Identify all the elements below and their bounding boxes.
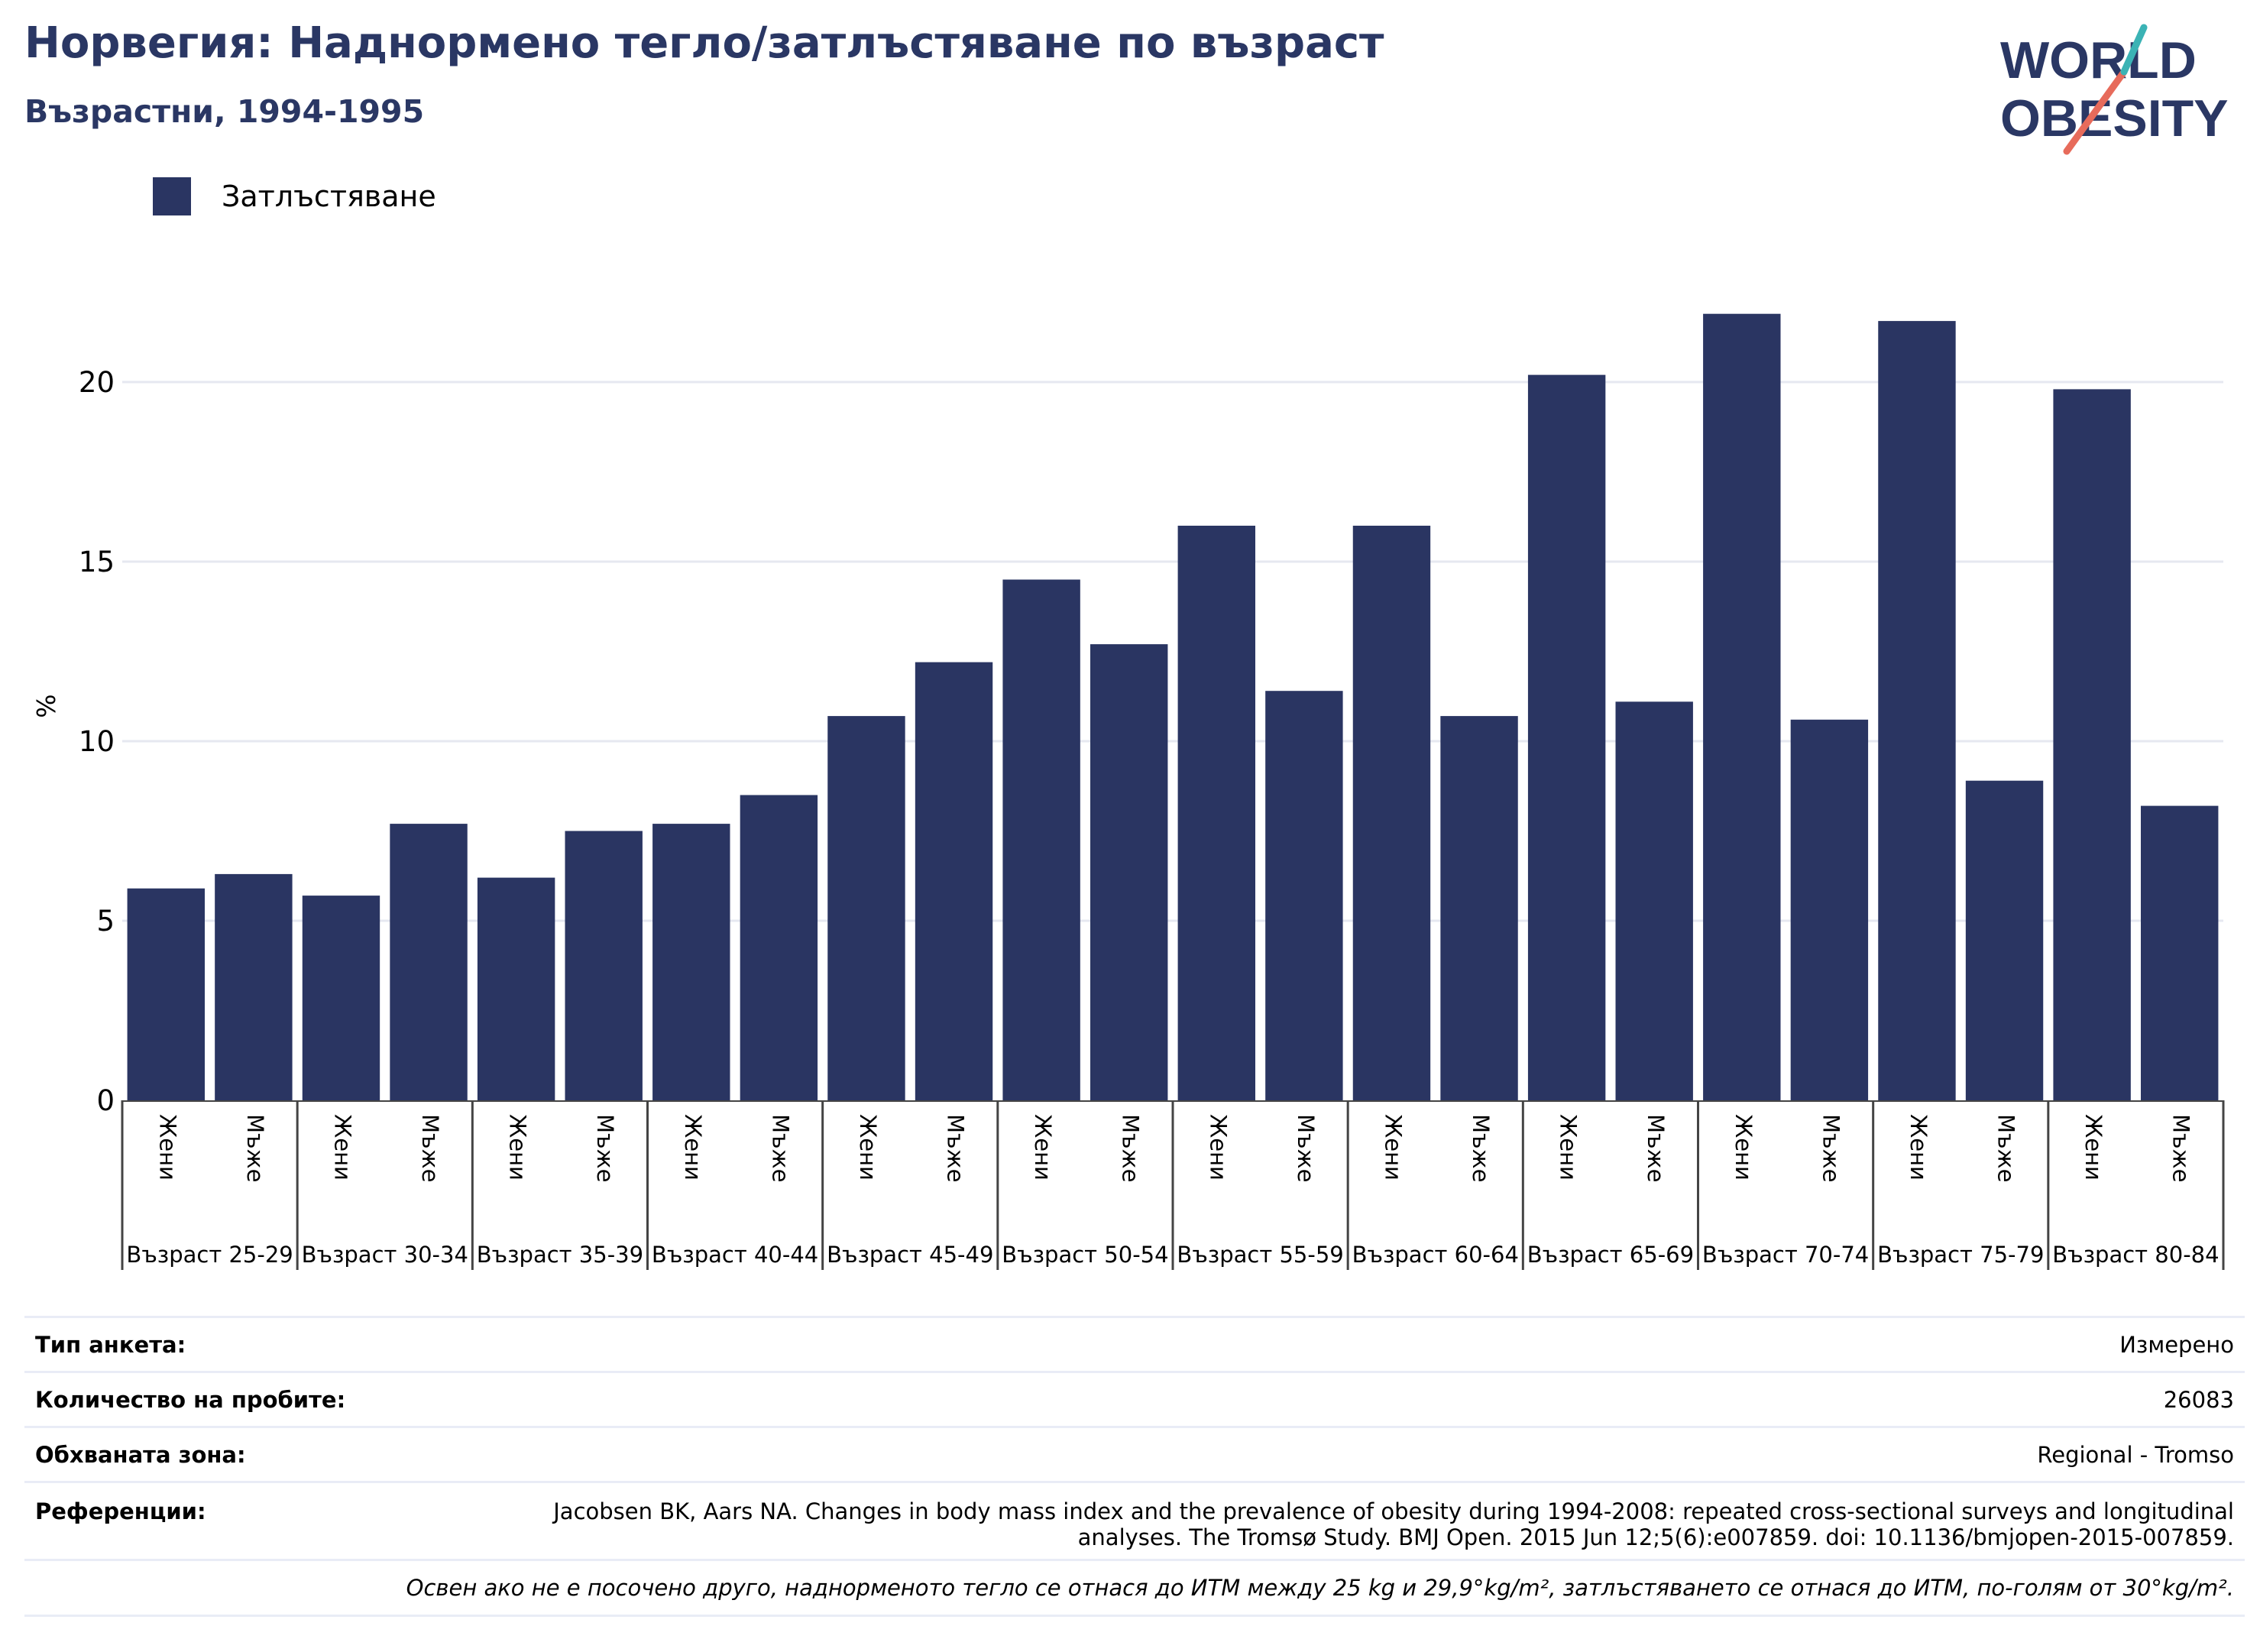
logo-text-world: WORLD [2000, 31, 2197, 89]
category-tick-label: Мъже [767, 1114, 793, 1182]
category-tick-label: Жени [1380, 1114, 1406, 1181]
group-label: Възраст 30-34 [302, 1242, 468, 1268]
bar [1878, 321, 1956, 1101]
category-tick-label: Жени [1905, 1114, 1931, 1181]
category-tick-label: Жени [1556, 1114, 1582, 1181]
y-tick-label: 10 [79, 725, 115, 758]
group-label: Възраст 35-39 [477, 1242, 643, 1268]
bar [1703, 313, 1781, 1101]
category-tick-label: Жени [1205, 1114, 1231, 1181]
group-label: Възраст 80-84 [2052, 1242, 2219, 1268]
bar [652, 824, 730, 1100]
group-label: Възраст 75-79 [1877, 1242, 2044, 1268]
category-tick-label: Жени [1731, 1114, 1757, 1181]
bar [1090, 644, 1168, 1100]
info-table: Тип анкета: Измерено Количество на проби… [24, 1316, 2245, 1617]
category-tick-label: Мъже [242, 1114, 268, 1182]
chart-subtitle: Възрастни, 1994-1995 [24, 93, 425, 130]
chart-title: Норвегия: Наднормено тегло/затлъстяване … [24, 18, 1384, 68]
category-tick-label: Жени [154, 1114, 180, 1181]
survey-type-label: Тип анкета: [35, 1331, 186, 1358]
bar [565, 831, 643, 1100]
legend-label: Затлъстяване [222, 180, 436, 213]
category-tick-label: Мъже [1468, 1114, 1494, 1182]
category-tick-label: Мъже [417, 1114, 443, 1182]
bar [1615, 701, 1693, 1100]
category-tick-label: Мъже [2168, 1114, 2194, 1182]
bar [477, 877, 555, 1100]
y-tick-label: 20 [79, 366, 115, 399]
category-tick-label: Жени [329, 1114, 355, 1181]
group-label: Възраст 70-74 [1702, 1242, 1869, 1268]
sample-size-value: 26083 [2163, 1386, 2234, 1413]
group-label: Възраст 45-49 [827, 1242, 993, 1268]
bar [1790, 719, 1869, 1100]
bar [2141, 805, 2219, 1100]
bar [1527, 374, 1606, 1101]
definition-note: Освен ако не е посочено друго, наднормен… [24, 1559, 2245, 1617]
legend: Затлъстяване [153, 177, 436, 215]
bar [127, 888, 205, 1100]
category-tick-label: Мъже [592, 1114, 618, 1182]
category-tick-label: Жени [505, 1114, 531, 1181]
info-row-area: Обхваната зона: Regional - Tromso [24, 1426, 2245, 1481]
group-label: Възраст 55-59 [1177, 1242, 1343, 1268]
area-label: Обхваната зона: [35, 1441, 246, 1468]
bar [1265, 691, 1343, 1100]
y-axis-label: % [31, 694, 61, 717]
group-label: Възраст 40-44 [652, 1242, 818, 1268]
area-value: Regional - Tromso [2037, 1441, 2234, 1468]
category-tick-label: Мъже [1293, 1114, 1319, 1182]
logo-text-obesity: OBESITY [2000, 89, 2229, 147]
bar [1352, 526, 1431, 1100]
group-label: Възраст 65-69 [1527, 1242, 1694, 1268]
category-tick-label: Мъже [1818, 1114, 1844, 1182]
category-tick-label: Мъже [1118, 1114, 1144, 1182]
references-label: Референции: [35, 1498, 206, 1524]
bar [1177, 526, 1255, 1100]
category-tick-label: Жени [1030, 1114, 1056, 1181]
info-row-sample-size: Количество на пробите: 26083 [24, 1371, 2245, 1426]
bar [1440, 716, 1518, 1100]
sample-size-label: Количество на пробите: [35, 1386, 346, 1413]
bar [827, 716, 905, 1100]
world-obesity-logo: WORLD OBESITY [2000, 24, 2229, 155]
bar [2053, 389, 2131, 1100]
bar [215, 873, 293, 1100]
bar [1002, 579, 1080, 1100]
bar [740, 795, 818, 1100]
bar [390, 824, 468, 1100]
category-tick-label: Жени [855, 1114, 881, 1181]
y-tick-label: 0 [96, 1084, 115, 1117]
group-label: Възраст 50-54 [1002, 1242, 1168, 1268]
category-tick-label: Мъже [1993, 1114, 2019, 1182]
bar [915, 662, 993, 1100]
survey-type-value: Измерено [2119, 1331, 2234, 1358]
y-tick-label: 15 [79, 546, 115, 578]
group-label: Възраст 60-64 [1352, 1242, 1519, 1268]
group-label: Възраст 25-29 [126, 1242, 293, 1268]
category-tick-label: Жени [2080, 1114, 2106, 1181]
bar [1965, 780, 2044, 1100]
category-tick-label: Мъже [943, 1114, 969, 1182]
references-value: Jacobsen BK, Aars NA. Changes in body ma… [553, 1498, 2234, 1550]
category-tick-label: Жени [680, 1114, 706, 1181]
bar [302, 896, 380, 1100]
bar-chart: 0 5 10 15 20% Възраст 25-29 Възраст 30-34 Възра… [31, 313, 2225, 1270]
y-tick-label: 5 [96, 905, 115, 938]
category-tick-label: Мъже [1643, 1114, 1669, 1182]
legend-swatch [153, 177, 191, 215]
info-row-references: Референции: Jacobsen BK, Aars NA. Change… [24, 1481, 2245, 1559]
info-row-survey-type: Тип анкета: Измерено [24, 1316, 2245, 1371]
